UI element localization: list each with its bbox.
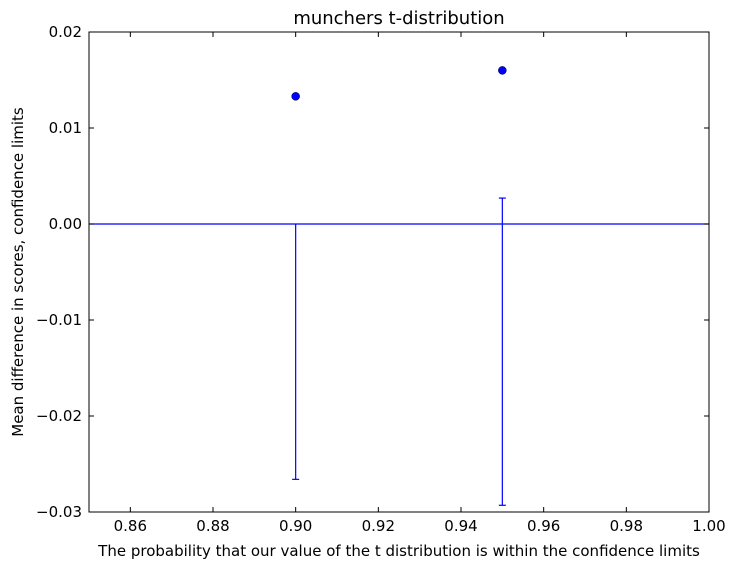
x-tick-label: 1.00	[692, 517, 725, 535]
chart-title: munchers t-distribution	[293, 8, 504, 29]
x-tick-label: 0.96	[527, 517, 560, 535]
data-point	[498, 66, 507, 75]
y-tick-label: −0.01	[36, 311, 82, 329]
y-tick-label: 0.02	[49, 23, 82, 41]
data-point	[291, 92, 300, 101]
x-axis-label: The probability that our value of the t …	[97, 542, 700, 560]
x-tick-label: 0.90	[279, 517, 312, 535]
y-tick-label: 0.00	[49, 215, 82, 233]
plot-area	[89, 66, 709, 506]
ticks: 0.86 0.88 0.90 0.92 0.94 0.96 0.98 1.00 −0.03 −0.…	[36, 23, 726, 535]
y-tick-label: −0.02	[36, 407, 82, 425]
y-tick-label: −0.03	[36, 503, 82, 521]
axes-frame	[88, 31, 710, 513]
x-tick-label: 0.98	[610, 517, 643, 535]
x-tick-label: 0.86	[114, 517, 147, 535]
x-tick-label: 0.88	[196, 517, 229, 535]
y-tick-label: 0.01	[49, 119, 82, 137]
x-tick-label: 0.94	[444, 517, 477, 535]
y-axis-label: Mean difference in scores, confidence li…	[9, 107, 27, 437]
x-tick-label: 0.92	[362, 517, 395, 535]
